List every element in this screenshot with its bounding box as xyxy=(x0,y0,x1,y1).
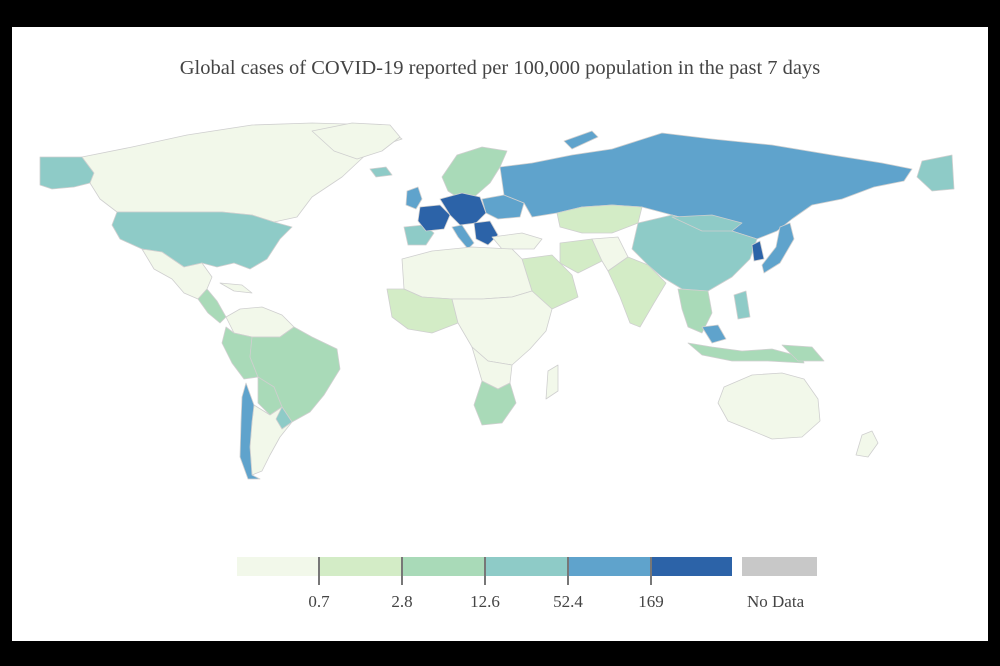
region-japan[interactable] xyxy=(761,222,795,274)
map-panel: Global cases of COVID-19 reported per 10… xyxy=(12,27,988,641)
region-chile[interactable] xyxy=(239,382,261,480)
legend-label-5: 169 xyxy=(638,592,664,611)
region-chukotka[interactable] xyxy=(916,154,955,192)
legend-label-3: 12.6 xyxy=(470,592,500,611)
legend-label-2: 2.8 xyxy=(391,592,413,611)
legend-label-no-data: No Data xyxy=(747,592,805,611)
region-canada[interactable] xyxy=(81,122,403,223)
region-iran[interactable] xyxy=(559,238,603,274)
region-australia[interactable] xyxy=(717,372,821,440)
region-uruguay[interactable] xyxy=(275,406,293,430)
region-france[interactable] xyxy=(417,204,451,232)
region-cuba[interactable] xyxy=(219,282,253,294)
legend-swatch-no-data xyxy=(742,557,817,576)
legend-tick-2 xyxy=(401,557,403,585)
region-korea[interactable] xyxy=(751,240,765,262)
legend-label-4: 52.4 xyxy=(553,592,583,611)
region-novaya-zemlya[interactable] xyxy=(563,130,599,150)
region-iceland[interactable] xyxy=(369,166,393,178)
region-uk-ireland[interactable] xyxy=(405,186,423,210)
region-malaysia[interactable] xyxy=(701,324,727,344)
region-central-america[interactable] xyxy=(197,288,227,324)
region-southeast-asia[interactable] xyxy=(677,288,713,334)
region-central-europe[interactable] xyxy=(439,192,487,226)
region-central-east-africa[interactable] xyxy=(451,290,553,366)
legend-swatch-6 xyxy=(651,557,732,576)
region-greenland[interactable] xyxy=(311,122,401,160)
legend-swatch-1 xyxy=(237,557,319,576)
legend-tick-3 xyxy=(484,557,486,585)
region-mongolia[interactable] xyxy=(671,214,743,232)
region-india[interactable] xyxy=(607,256,667,328)
legend-label-1: 0.7 xyxy=(308,592,330,611)
region-north-africa[interactable] xyxy=(401,246,533,300)
region-south-africa[interactable] xyxy=(473,380,517,426)
legend-tick-1 xyxy=(318,557,320,585)
region-scandinavia[interactable] xyxy=(441,146,508,200)
map-title: Global cases of COVID-19 reported per 10… xyxy=(179,57,821,79)
legend-swatch-5 xyxy=(568,557,651,576)
region-new-zealand[interactable] xyxy=(855,430,879,458)
region-papua[interactable] xyxy=(781,344,825,362)
region-turkey[interactable] xyxy=(491,232,543,250)
legend-swatch-2 xyxy=(319,557,402,576)
region-philippines[interactable] xyxy=(733,290,751,320)
legend-tick-4 xyxy=(567,557,569,585)
legend-swatch-3 xyxy=(402,557,485,576)
region-italy[interactable] xyxy=(451,224,475,250)
region-colombia-venezuela[interactable] xyxy=(225,306,295,338)
world-map xyxy=(39,122,955,480)
region-usa[interactable] xyxy=(111,211,293,270)
region-madagascar[interactable] xyxy=(545,364,559,400)
legend-swatch-4 xyxy=(485,557,568,576)
legend-tick-5 xyxy=(650,557,652,585)
region-balkans[interactable] xyxy=(473,220,499,246)
